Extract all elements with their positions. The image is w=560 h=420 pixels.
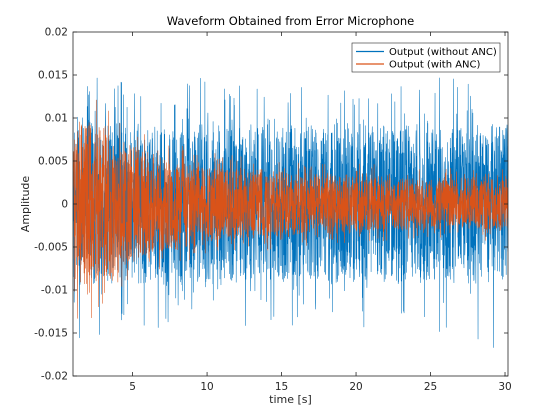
x-tick-label: 30: [498, 381, 511, 393]
y-tick-label: -0.01: [41, 285, 68, 297]
y-tick-label: 0.015: [38, 70, 68, 82]
series-line-without-anc: [73, 77, 508, 348]
y-tick-label: -0.015: [34, 328, 68, 340]
legend-label-with-anc: Output (with ANC): [389, 60, 481, 71]
y-tick-label: 0.01: [45, 113, 68, 125]
y-tick-label: 0.02: [45, 27, 68, 39]
series-line-with-anc: [73, 99, 508, 319]
chart-title: Waveform Obtained from Error Microphone: [167, 14, 415, 28]
x-tick-label: 5: [129, 381, 136, 393]
series-layer: [73, 77, 508, 348]
legend: Output (without ANC) Output (with ANC): [351, 42, 501, 73]
y-axis-label: Amplitude: [19, 176, 32, 233]
y-tick-label: -0.005: [34, 242, 68, 254]
x-tick-label: 15: [275, 381, 288, 393]
plot-area: 5 10 15 20 25 30 -0.02 -0.015 -0.01 -0.005 0 0.005 0…: [34, 27, 512, 394]
x-tick-label: 25: [424, 381, 437, 393]
x-axis-label: time [s]: [269, 393, 312, 406]
y-tick-label: 0: [61, 199, 68, 211]
y-tick-label: 0.005: [38, 156, 68, 168]
legend-label-without-anc: Output (without ANC): [389, 47, 497, 58]
legend-box: [351, 42, 501, 73]
y-tick-label: -0.02: [41, 371, 68, 383]
x-tick-label: 10: [200, 381, 213, 393]
tick-layer: 5 10 15 20 25 30 -0.02 -0.015 -0.01 -0.005 0 0.005 0…: [34, 27, 512, 394]
x-tick-label: 20: [349, 381, 362, 393]
